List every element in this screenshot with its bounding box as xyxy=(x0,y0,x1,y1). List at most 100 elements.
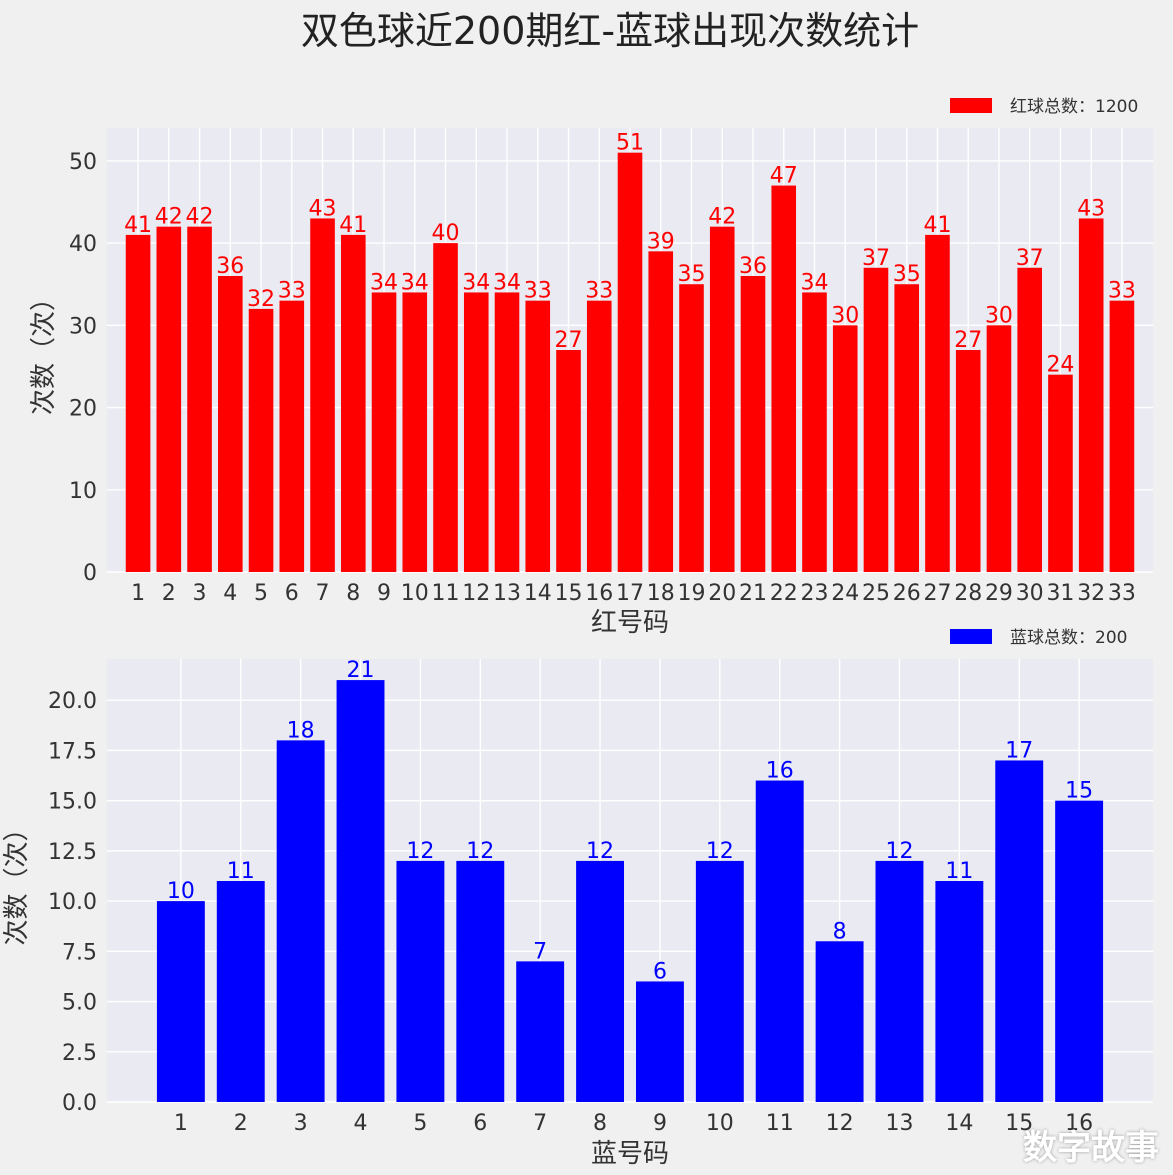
data-label: 33 xyxy=(585,279,613,304)
y-tick-label: 20.0 xyxy=(48,689,97,714)
data-label: 34 xyxy=(401,270,429,295)
y-tick-label: 2.5 xyxy=(62,1041,97,1066)
data-label: 37 xyxy=(862,246,890,271)
x-tick-label: 1 xyxy=(174,1111,188,1136)
data-label: 43 xyxy=(1077,196,1105,221)
data-label: 8 xyxy=(833,919,847,944)
data-label: 41 xyxy=(339,213,367,238)
bar xyxy=(935,881,984,1102)
bar xyxy=(635,981,684,1102)
x-tick-label: 26 xyxy=(893,581,921,606)
y-tick-label: 50 xyxy=(69,150,97,175)
x-tick-label: 9 xyxy=(377,581,391,606)
data-label: 27 xyxy=(954,328,982,353)
blue-ball-chart: 0.02.55.07.510.012.515.017.520.010111218… xyxy=(2,628,1153,1169)
bar xyxy=(679,284,704,572)
x-tick-label: 18 xyxy=(647,581,675,606)
data-label: 16 xyxy=(766,759,794,784)
data-label: 12 xyxy=(885,839,913,864)
x-tick-label: 14 xyxy=(524,581,552,606)
data-label: 42 xyxy=(708,205,736,230)
x-tick-label: 33 xyxy=(1108,581,1136,606)
x-tick-label: 2 xyxy=(162,581,176,606)
data-label: 18 xyxy=(287,718,315,743)
bar xyxy=(396,860,445,1102)
data-label: 12 xyxy=(466,839,494,864)
bar xyxy=(815,941,864,1102)
bar xyxy=(336,680,385,1102)
legend-label: 蓝球总数：200 xyxy=(1010,628,1127,648)
x-tick-label: 10 xyxy=(401,581,429,606)
data-label: 15 xyxy=(1065,779,1093,804)
bar xyxy=(986,325,1012,572)
bar xyxy=(894,284,920,572)
x-tick-label: 23 xyxy=(800,581,828,606)
data-label: 30 xyxy=(831,303,859,328)
data-label: 33 xyxy=(1108,279,1136,304)
data-label: 12 xyxy=(586,839,614,864)
x-tick-label: 6 xyxy=(285,581,299,606)
y-tick-label: 10.0 xyxy=(48,890,97,915)
data-label: 43 xyxy=(309,196,337,221)
x-tick-label: 29 xyxy=(985,581,1013,606)
bar xyxy=(456,860,505,1102)
x-tick-label: 8 xyxy=(593,1111,607,1136)
bar xyxy=(863,267,889,572)
data-label: 30 xyxy=(985,303,1013,328)
bar xyxy=(402,292,428,572)
legend-swatch xyxy=(950,98,992,113)
data-label: 24 xyxy=(1046,353,1074,378)
x-tick-label: 3 xyxy=(193,581,207,606)
bar xyxy=(648,251,674,573)
legend-label: 红球总数：1200 xyxy=(1010,97,1138,117)
bar xyxy=(1017,267,1042,572)
x-tick-label: 21 xyxy=(739,581,767,606)
y-tick-label: 17.5 xyxy=(48,739,97,764)
data-label: 33 xyxy=(524,279,552,304)
data-label: 41 xyxy=(124,213,152,238)
x-tick-label: 3 xyxy=(294,1111,308,1136)
x-tick-label: 32 xyxy=(1077,581,1105,606)
bar xyxy=(187,226,212,572)
x-tick-label: 17 xyxy=(616,581,644,606)
bar xyxy=(276,740,325,1102)
data-label: 34 xyxy=(800,270,828,295)
x-tick-label: 16 xyxy=(585,581,613,606)
data-label: 6 xyxy=(653,959,667,984)
bar xyxy=(156,901,205,1102)
data-label: 42 xyxy=(186,205,214,230)
x-tick-label: 10 xyxy=(706,1111,734,1136)
y-tick-label: 7.5 xyxy=(62,940,97,965)
bar xyxy=(125,234,151,572)
x-tick-label: 15 xyxy=(555,581,583,606)
data-label: 10 xyxy=(167,879,195,904)
x-tick-label: 20 xyxy=(708,581,736,606)
bar xyxy=(925,234,950,572)
y-axis-label: 次数（次） xyxy=(29,285,59,415)
bar xyxy=(556,350,581,572)
x-tick-label: 31 xyxy=(1046,581,1074,606)
bar xyxy=(740,276,766,572)
y-tick-label: 20 xyxy=(69,397,97,422)
bar xyxy=(433,243,458,572)
bar xyxy=(310,218,335,572)
bar xyxy=(525,300,551,572)
x-tick-label: 19 xyxy=(677,581,705,606)
x-tick-label: 16 xyxy=(1065,1111,1093,1136)
y-tick-label: 0 xyxy=(83,561,97,586)
chart-title: 双色球近200期红-蓝球出现次数统计 xyxy=(301,9,919,53)
bar xyxy=(1078,218,1104,572)
bar xyxy=(617,152,643,572)
data-label: 11 xyxy=(227,859,255,884)
x-tick-label: 12 xyxy=(462,581,490,606)
data-label: 7 xyxy=(533,939,547,964)
bar xyxy=(1109,300,1135,572)
data-label: 33 xyxy=(278,279,306,304)
data-label: 17 xyxy=(1005,738,1033,763)
y-axis-label: 次数（次） xyxy=(2,815,32,945)
x-tick-label: 24 xyxy=(831,581,859,606)
bar xyxy=(709,226,735,572)
bar xyxy=(494,292,520,572)
x-tick-label: 11 xyxy=(432,581,460,606)
x-tick-label: 6 xyxy=(473,1111,487,1136)
